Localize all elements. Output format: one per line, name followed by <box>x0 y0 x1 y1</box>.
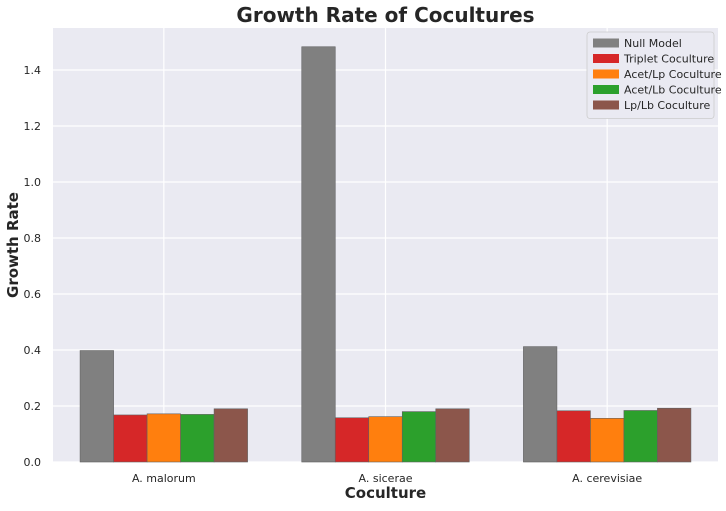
chart-title: Growth Rate of Cocultures <box>236 3 534 27</box>
bar-lp-lb-coculture-2 <box>657 407 692 463</box>
x-tick-label: A. sicerae <box>359 472 413 485</box>
y-tick-label: 1.2 <box>24 120 42 133</box>
y-tick-labels: 0.0 0.2 0.4 0.6 0.8 1.0 1.2 1.4 <box>24 64 42 469</box>
y-tick-label: 0.8 <box>24 232 42 245</box>
legend-box <box>586 31 715 119</box>
x-tick-label: A. malorum <box>132 472 196 485</box>
x-axis-title: Coculture <box>345 484 426 502</box>
bar-null-model-0 <box>79 350 114 463</box>
legend-swatch <box>593 54 619 63</box>
y-tick-label: 0.0 <box>24 456 42 469</box>
bar-lp-lb-coculture-0 <box>213 408 248 463</box>
bar-null-model-2 <box>523 346 558 463</box>
legend-label: Acet/Lb Coculture <box>624 84 722 97</box>
y-axis-title: Growth Rate <box>4 192 22 298</box>
x-tick-labels: A. malorum A. sicerae A. cerevisiae <box>132 472 642 485</box>
bar-acet-lb-coculture-2 <box>623 410 658 463</box>
grid-lines <box>53 28 718 463</box>
bar-acet-lb-coculture-0 <box>180 414 215 463</box>
bar-acet-lp-coculture-1 <box>368 416 403 463</box>
x-tick-label: A. cerevisiae <box>572 472 642 485</box>
legend-label: Acet/Lp Coculture <box>624 68 722 81</box>
y-tick-label: 1.0 <box>24 176 42 189</box>
y-tick-label: 1.4 <box>24 64 42 77</box>
bar-triplet-coculture-1 <box>334 417 370 463</box>
bar-acet-lb-coculture-1 <box>401 411 437 463</box>
legend-label: Triplet Coculture <box>623 53 714 66</box>
y-tick-label: 0.2 <box>24 400 42 413</box>
legend-swatch <box>593 38 619 48</box>
bars <box>79 46 692 463</box>
legend-swatch <box>593 69 619 79</box>
bar-null-model-1 <box>301 46 336 463</box>
legend-label: Null Model <box>624 37 682 50</box>
legend: Null Model Triplet Coculture Acet/Lp Cocul… <box>586 31 722 119</box>
bar-acet-lp-coculture-2 <box>590 418 625 463</box>
bar-triplet-coculture-0 <box>113 414 148 463</box>
y-tick-label: 0.4 <box>24 344 42 357</box>
y-tick-label: 0.6 <box>24 288 42 301</box>
bar-triplet-coculture-2 <box>556 410 591 463</box>
legend-swatch <box>593 85 619 94</box>
legend-swatch <box>593 100 619 110</box>
bar-lp-lb-coculture-1 <box>435 408 470 463</box>
legend-label: Lp/Lb Coculture <box>624 99 710 112</box>
legend-items: Null Model Triplet Coculture Acet/Lp Cocul… <box>593 37 722 112</box>
bar-acet-lp-coculture-0 <box>146 413 181 463</box>
